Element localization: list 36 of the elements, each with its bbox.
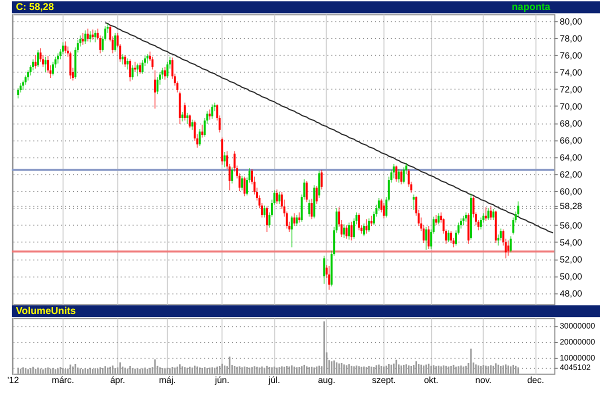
y-tick-label: 56,00 (560, 220, 582, 231)
y-tick-label: 4045102 (560, 362, 592, 372)
y-tick-label: 64,00 (560, 152, 582, 163)
x-tick-label: jún. (214, 375, 230, 386)
chart-subtitle: naponta (512, 2, 551, 14)
chart-title: C: 58,28 (16, 2, 54, 14)
y-tick-label: 72,00 (560, 84, 582, 95)
x-tick-label: ápr. (110, 375, 126, 386)
x-tick-label: nov. (475, 375, 492, 386)
y-tick-label: 50,00 (560, 272, 582, 282)
x-tick-label: dec. (527, 375, 544, 386)
y-tick-label: 10000000 (560, 353, 596, 362)
y-tick-label: 76,00 (560, 50, 582, 61)
line-series (104, 22, 554, 234)
y-tick-label: 62,00 (560, 170, 582, 180)
y-tick-label: 60,00 (560, 186, 582, 197)
x-tick-label: aug. (318, 375, 336, 386)
chart-title: VolumeUnits (16, 306, 76, 318)
y-tick-label: 70,00 (560, 102, 582, 112)
x-tick-label: júl. (268, 375, 280, 386)
y-tick-label: 30000000 (560, 322, 596, 331)
y-tick-label: 52,00 (560, 254, 582, 265)
x-tick-label: okt. (424, 375, 438, 386)
x-tick-label: márc. (52, 375, 74, 386)
x-tick-label: máj. (158, 375, 176, 386)
y-tick-label: 66,00 (560, 136, 582, 146)
y-tick-label: 68,00 (560, 118, 582, 129)
x-tick-label: szept. (372, 375, 396, 386)
y-tick-label: 58,28 (560, 201, 582, 212)
y-tick-label: 54,00 (560, 238, 582, 248)
y-tick-label: 80,00 (560, 16, 582, 26)
y-tick-label: 74,00 (560, 68, 582, 78)
y-tick-label: 78,00 (560, 33, 582, 44)
y-tick-label: 48,00 (560, 288, 582, 299)
y-tick-label: 20000000 (560, 337, 596, 346)
x-tick-label: '12 (7, 375, 20, 386)
